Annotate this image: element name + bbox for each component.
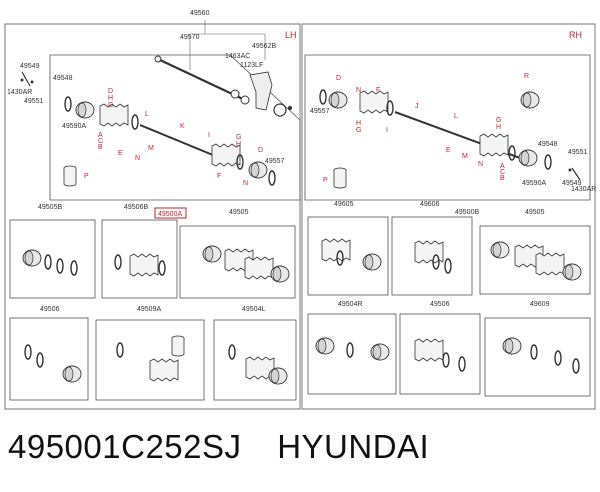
lh-small-parts — [20, 71, 34, 87]
letter-A-rh: A — [500, 163, 505, 170]
callout-49506-lh: 49506 — [40, 306, 60, 313]
letter-G2-rh: G — [496, 117, 501, 124]
rh-shaft-box — [304, 54, 591, 201]
letter-N-rh: N — [356, 87, 361, 94]
callout-1430AR-lh: 1430AR — [7, 89, 32, 96]
callout-49551-lh: 49551 — [24, 98, 44, 105]
callout-49590A-lh: 49590A — [62, 123, 86, 130]
subassembly-boxes — [9, 216, 591, 401]
callout-49590A-rh: 49590A — [522, 180, 546, 187]
letter-R-rh: R — [524, 73, 529, 80]
letter-F: F — [217, 173, 221, 180]
lh-outer-frame — [4, 23, 301, 410]
letter-F-rh: F — [376, 87, 380, 94]
letter-H: H — [108, 95, 113, 102]
letter-N: N — [135, 155, 140, 162]
letter-H2-rh: H — [496, 124, 501, 131]
callout-49548-rh: 49548 — [538, 141, 558, 148]
callout-49504R: 49504R — [338, 301, 363, 308]
callout-49549-lh: 49549 — [20, 63, 40, 70]
callout-1123LF: 1123LF — [240, 62, 263, 69]
letter-I-rh: I — [386, 127, 388, 134]
callout-49506B: 49506B — [124, 204, 148, 211]
product-caption: 495001C252SJ HYUNDAI — [8, 428, 455, 466]
callout-49560: 49560 — [190, 10, 210, 17]
letter-J-rh: J — [415, 103, 419, 110]
callout-49557-lh: 49557 — [265, 158, 285, 165]
part-number: 495001C252SJ — [8, 428, 242, 465]
letter-L-rh: L — [454, 113, 458, 120]
callout-49505-lh: 49505 — [229, 209, 249, 216]
letter-P-rh: P — [323, 177, 328, 184]
rh-outer-frame — [301, 23, 596, 410]
letter-N2-rh: N — [478, 161, 483, 168]
callout-49549-rh: 49549 — [562, 180, 582, 187]
lh-label: LH — [285, 30, 297, 40]
letter-M-rh: M — [462, 153, 468, 160]
lh-shaft-drawing — [63, 96, 276, 187]
letter-P: P — [84, 173, 89, 180]
lh-shaft-box — [49, 54, 301, 201]
callout-1430AR-rh: 1430AR — [571, 186, 596, 193]
callout-49609: 49609 — [530, 301, 550, 308]
callout-49557-rh: 49557 — [310, 108, 330, 115]
letter-M: M — [148, 145, 154, 152]
parts-diagram: LH RH 49560 49570 1463AC 49562B 1123LF 4… — [4, 10, 596, 410]
letter-H-rh: H — [356, 120, 361, 127]
callout-1463AC: 1463AC — [225, 53, 250, 60]
letter-E-rh: E — [446, 147, 451, 154]
highlighted-callout-frame — [154, 207, 187, 219]
rh-shaft-drawing — [319, 89, 581, 189]
callout-49605: 49605 — [334, 201, 354, 208]
letter-D-rh: D — [336, 75, 341, 82]
letter-C-rh: C — [500, 169, 505, 176]
letter-I: I — [208, 132, 210, 139]
callout-49500A-highlighted[interactable]: 49500A — [158, 211, 182, 218]
callout-49551-rh: 49551 — [568, 149, 588, 156]
brand-name: HYUNDAI — [277, 428, 430, 465]
rh-label: RH — [569, 30, 582, 40]
letter-H2: H — [236, 141, 241, 148]
letter-C: C — [98, 138, 103, 145]
letter-A: A — [98, 132, 103, 139]
letter-K: K — [180, 123, 185, 130]
callout-49506-rh: 49506 — [430, 301, 450, 308]
letter-E: E — [118, 150, 123, 157]
letter-L: L — [145, 111, 149, 118]
letter-N2: N — [243, 180, 248, 187]
letter-G: G — [108, 102, 113, 109]
callout-49505B: 49505B — [38, 204, 62, 211]
letter-G-rh: G — [356, 127, 361, 134]
letter-B-rh: B — [500, 175, 505, 182]
letter-G2: G — [236, 134, 241, 141]
callout-49505-rh: 49505 — [525, 209, 545, 216]
callout-49504L: 49504L — [242, 306, 265, 313]
top-shaft-drawing — [154, 20, 292, 117]
callout-49548-lh: 49548 — [53, 75, 73, 82]
callout-49562B: 49562B — [252, 43, 276, 50]
letter-B: B — [98, 144, 103, 151]
letter-D: D — [108, 88, 113, 95]
callout-49509A: 49509A — [137, 306, 161, 313]
letter-D2: D — [258, 147, 263, 154]
callout-49500B: 49500B — [455, 209, 479, 216]
callout-49570: 49570 — [180, 34, 200, 41]
callout-49606: 49606 — [420, 201, 440, 208]
